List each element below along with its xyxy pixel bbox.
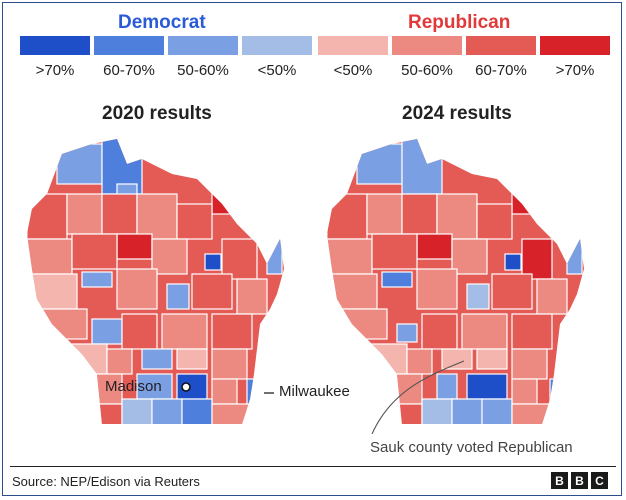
- footer-divider: [10, 466, 616, 467]
- legend-swatch-dem-70plus: [20, 36, 90, 55]
- legend-democrat-title: Democrat: [118, 12, 206, 33]
- legend-republican-title: Republican: [408, 12, 511, 33]
- legend-swatch-dem-60-70: [94, 36, 164, 55]
- madison-label: Madison: [105, 378, 162, 395]
- map-title-2024: 2024 results: [402, 103, 512, 124]
- sauk-callout-label: Sauk county voted Republican: [370, 439, 573, 456]
- sauk-callout-line: [371, 360, 465, 434]
- legend-swatch-dem-50-60: [168, 36, 238, 55]
- legend-swatch-rep-under50: [318, 36, 388, 55]
- map-title-2020: 2020 results: [102, 103, 212, 124]
- legend-label-dem-60-70: 60-70%: [103, 62, 155, 79]
- madison-marker: [181, 382, 191, 392]
- bbc-logo-letter: B: [551, 472, 568, 489]
- map-2020: [27, 139, 284, 424]
- milwaukee-label: Milwaukee: [279, 383, 350, 400]
- bbc-logo: B B C: [551, 472, 608, 489]
- legend-label-rep-under50: <50%: [333, 62, 373, 79]
- legend-swatch-rep-70plus: [540, 36, 610, 55]
- legend-label-dem-70plus: >70%: [35, 62, 75, 79]
- legend-swatch-rep-50-60: [392, 36, 462, 55]
- bbc-logo-letter: C: [591, 472, 608, 489]
- legend-swatch-rep-60-70: [466, 36, 536, 55]
- legend-label-rep-70plus: >70%: [555, 62, 595, 79]
- source-text: Source: NEP/Edison via Reuters: [12, 474, 200, 489]
- bbc-logo-letter: B: [571, 472, 588, 489]
- legend-label-rep-50-60: 50-60%: [401, 62, 453, 79]
- legend-label-dem-under50: <50%: [257, 62, 297, 79]
- legend-label-rep-60-70: 60-70%: [475, 62, 527, 79]
- map-2024: [327, 139, 584, 434]
- graphic-frame: [2, 2, 622, 496]
- legend-swatch-dem-under50: [242, 36, 312, 55]
- legend-label-dem-50-60: 50-60%: [177, 62, 229, 79]
